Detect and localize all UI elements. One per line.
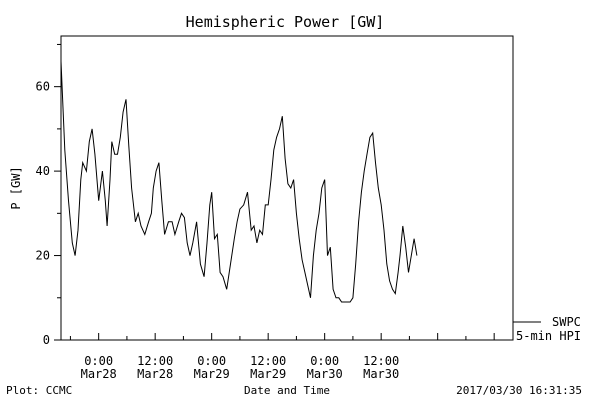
x-tick-time-label: 0:00 (310, 354, 339, 368)
footer-plot-credit: Plot: CCMC (6, 384, 72, 397)
x-tick-time-label: 12:00 (363, 354, 399, 368)
legend-line1: SWPC (552, 315, 581, 329)
footer-timestamp: 2017/03/30 16:31:35 (456, 384, 582, 397)
x-tick-date-label: Mar30 (363, 367, 399, 381)
y-tick-label: 60 (36, 80, 50, 94)
x-tick-time-label: 0:00 (84, 354, 113, 368)
y-axis: 0 20 40 60 (36, 43, 61, 347)
series-line-hpi (60, 61, 418, 303)
x-tick-date-label: Mar30 (307, 367, 343, 381)
legend: SWPC 5-min HPI (513, 315, 581, 343)
x-tick-time-label: 0:00 (197, 354, 226, 368)
plot-frame (60, 35, 514, 341)
x-tick-time-label: 12:00 (137, 354, 173, 368)
y-tick-label: 40 (36, 164, 50, 178)
footer-xlabel: Date and Time (244, 384, 330, 397)
legend-line2: 5-min HPI (516, 329, 581, 343)
x-tick-date-label: Mar29 (250, 367, 286, 381)
series-group (60, 61, 418, 303)
y-tick-label: 20 (36, 249, 50, 263)
x-tick-date-label: Mar29 (194, 367, 230, 381)
x-tick-date-label: Mar28 (137, 367, 173, 381)
chart-title: Hemispheric Power [GW] (186, 13, 385, 31)
y-axis-label: P [GW] (9, 166, 23, 209)
x-tick-date-label: Mar28 (81, 367, 117, 381)
x-axis: 0:00Mar2812:00Mar280:00Mar2912:00Mar290:… (69, 333, 495, 381)
y-tick-label: 0 (43, 333, 50, 347)
x-tick-time-label: 12:00 (250, 354, 286, 368)
